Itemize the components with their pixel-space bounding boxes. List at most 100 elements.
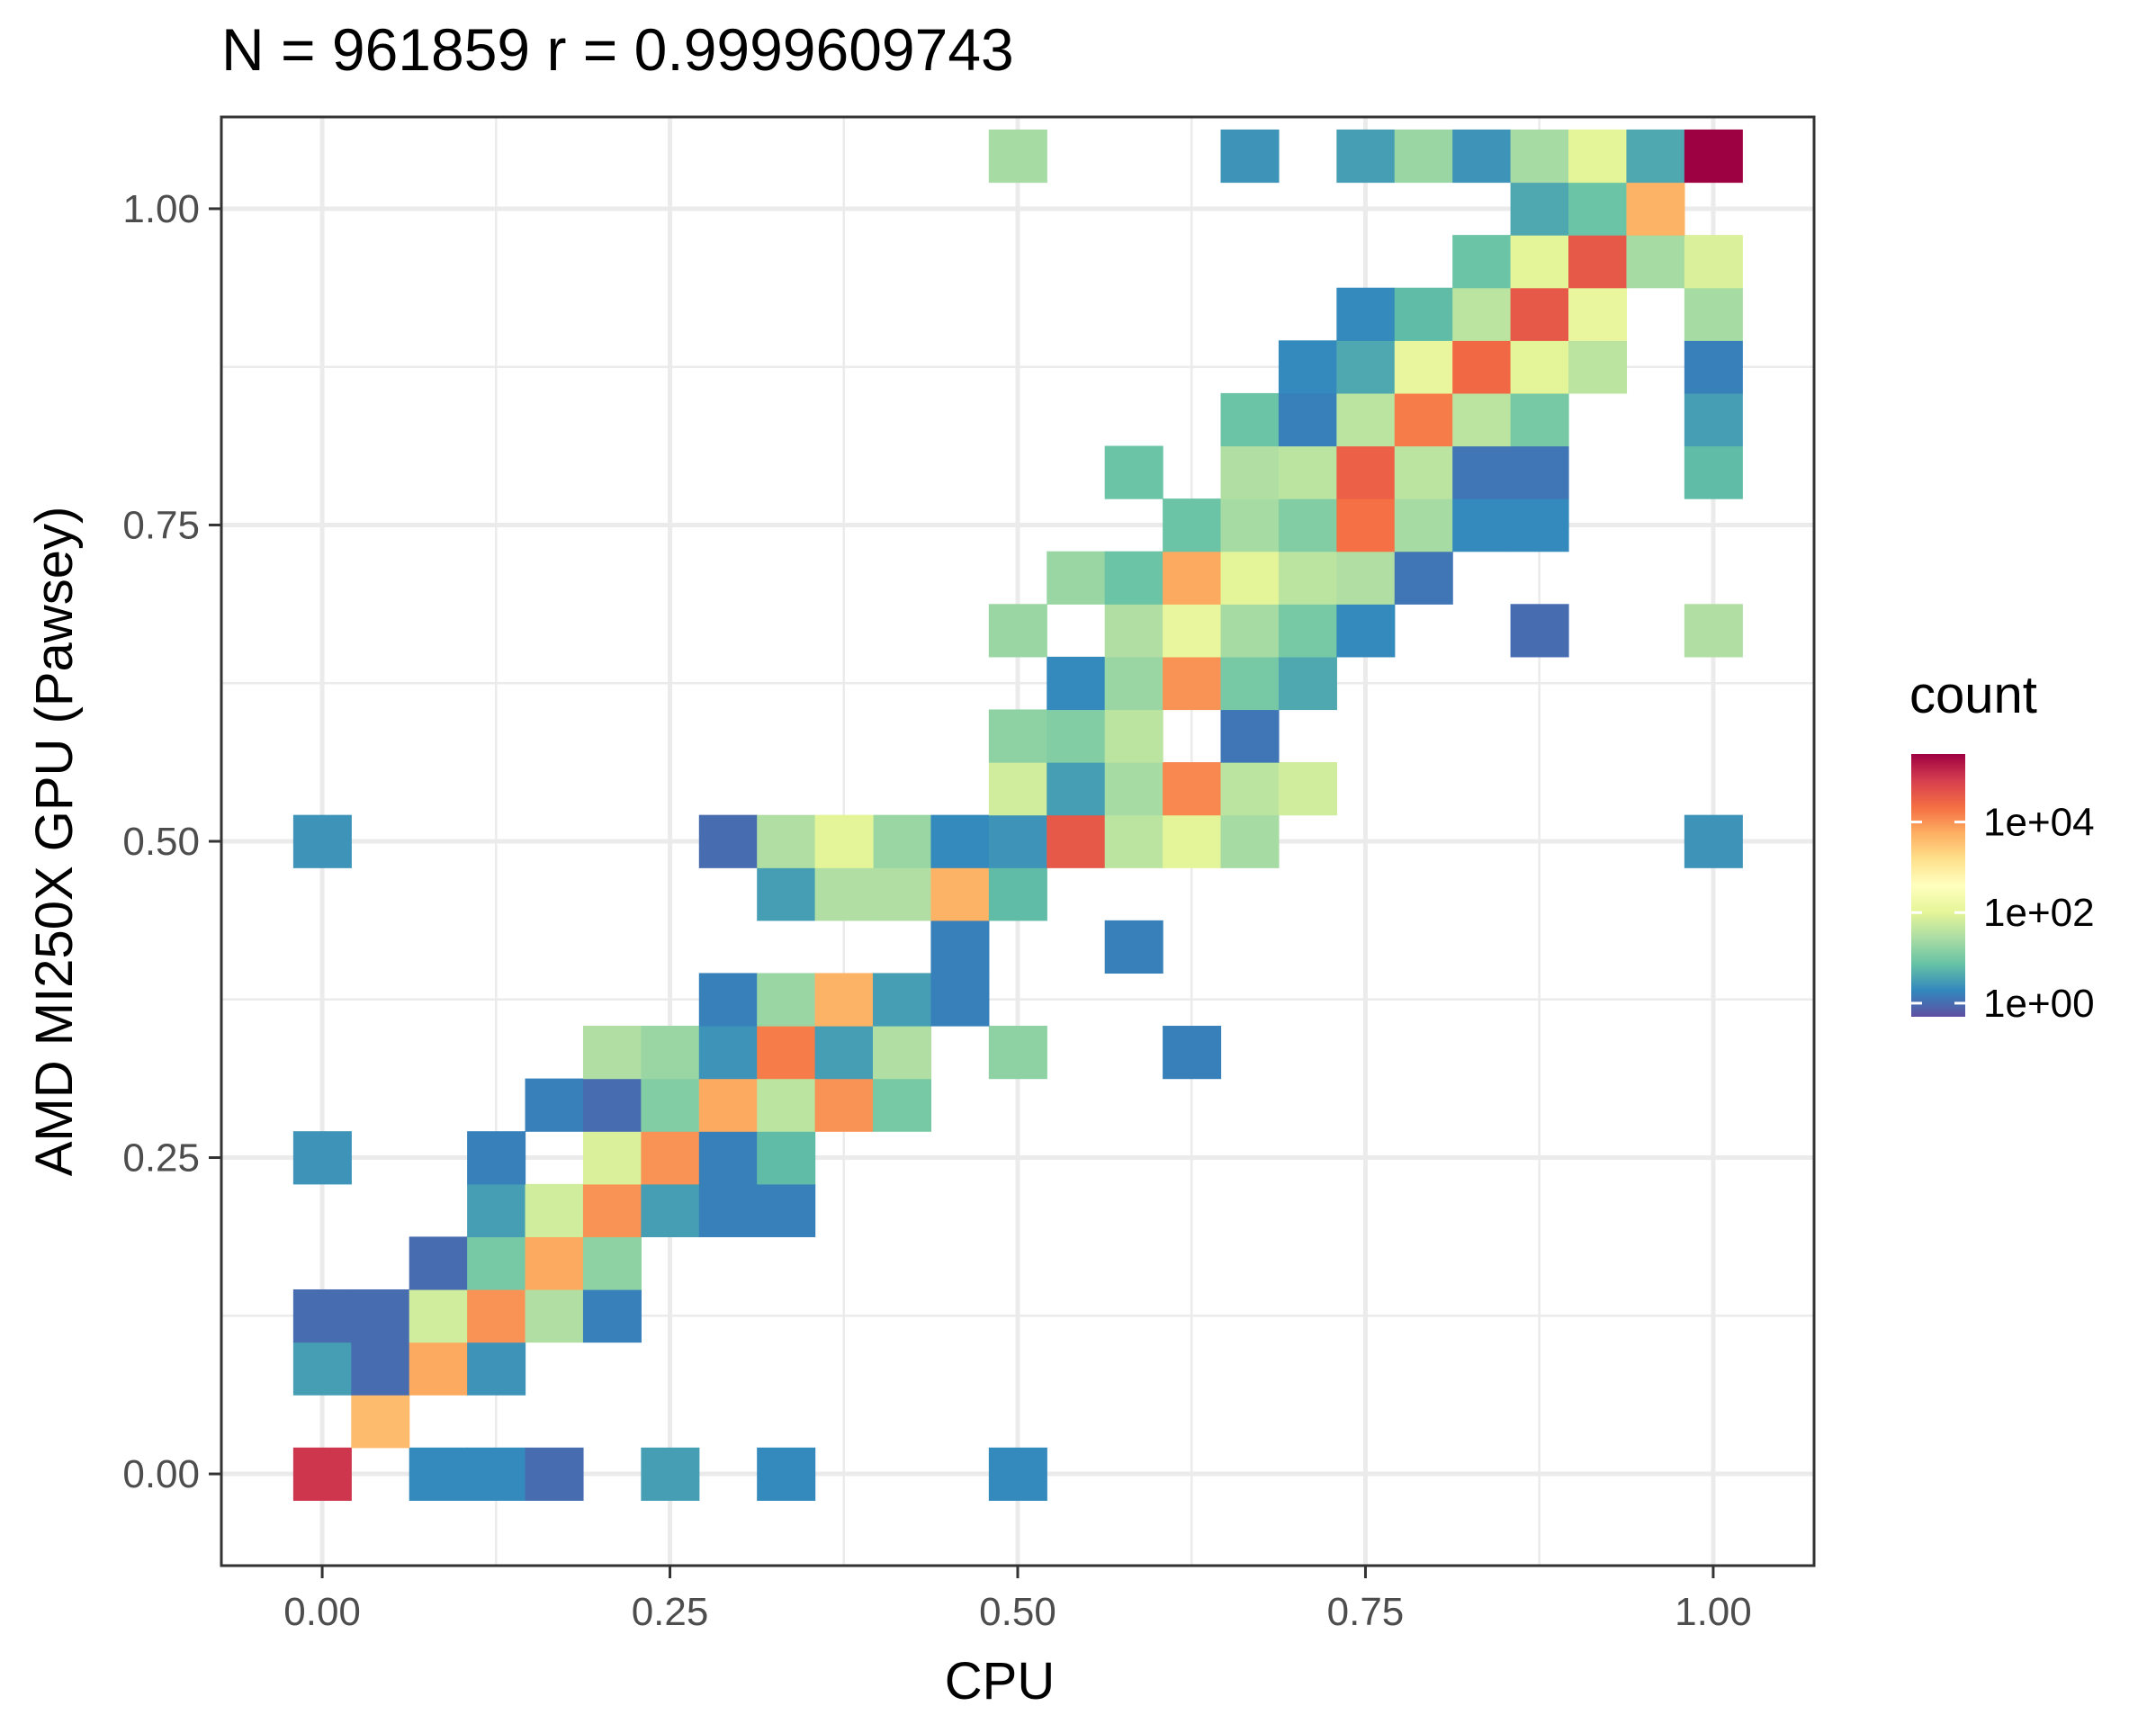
color-legend: count 1e+00 1e+02 1e+04 — [1909, 666, 2095, 1026]
heatmap-cell — [930, 867, 990, 921]
heatmap-cell — [1568, 287, 1628, 341]
heatmap-cell — [1336, 340, 1396, 394]
heatmap-cell — [1452, 129, 1512, 184]
x-tick-label: 0.75 — [1327, 1590, 1405, 1634]
heatmap-cell — [582, 1131, 642, 1185]
heatmap-cell — [351, 1395, 410, 1449]
heatmap-cell — [1336, 551, 1396, 605]
heatmap-cell — [1163, 814, 1222, 868]
heatmap-cell — [814, 814, 874, 868]
heatmap-cell — [757, 1078, 816, 1132]
heatmap-cell — [757, 973, 816, 1027]
heatmap-cell — [1104, 604, 1163, 658]
heatmap-cell — [757, 1447, 816, 1501]
heatmap-cell — [467, 1183, 526, 1237]
heatmap-cell — [1510, 340, 1569, 394]
heatmap-cell — [409, 1447, 468, 1501]
heatmap-cell — [1394, 498, 1453, 552]
heatmap-cell — [1220, 445, 1280, 499]
heatmap-cell — [988, 1026, 1047, 1080]
heatmap-cell — [1510, 498, 1569, 552]
heatmap-cell — [988, 604, 1047, 658]
heatmap-cell — [1336, 604, 1396, 658]
heatmap-cell — [1510, 235, 1569, 289]
heatmap-cell — [641, 1131, 700, 1185]
heatmap-cell — [1104, 445, 1163, 499]
heatmap-cell — [1104, 656, 1163, 711]
heatmap-cell — [409, 1342, 468, 1396]
heatmap-cell — [351, 1288, 410, 1343]
y-tick-label: 0.25 — [122, 1136, 200, 1181]
heatmap-cell — [1047, 656, 1106, 711]
heatmap-cell — [1510, 287, 1569, 341]
heatmap-cell — [1394, 287, 1453, 341]
heatmap-cell — [467, 1447, 526, 1501]
heatmap-cell — [582, 1078, 642, 1132]
heatmap-cell — [1163, 498, 1222, 552]
heatmap-cell — [1047, 709, 1106, 763]
heatmap-cell — [1684, 340, 1743, 394]
x-tick-label: 0.25 — [632, 1590, 709, 1634]
heatmap-cell — [1104, 709, 1163, 763]
y-tick-label: 0.50 — [122, 820, 200, 864]
heatmap-cell — [1163, 1026, 1222, 1080]
x-axis-title: CPU — [945, 1652, 1055, 1711]
heatmap-cell — [1626, 235, 1685, 289]
heatmap-cell — [1278, 392, 1337, 447]
heatmap-cell — [1336, 287, 1396, 341]
heatmap-cell — [641, 1078, 700, 1132]
heatmap-cell — [1104, 551, 1163, 605]
y-tick-label: 0.75 — [122, 503, 200, 547]
heatmap-cell — [698, 1131, 758, 1185]
chart-title: N = 961859 r = 0.9999609743 — [221, 16, 1014, 83]
heatmap-cell — [525, 1183, 584, 1237]
heatmap-cell — [1510, 392, 1569, 447]
x-axis: 0.00 0.25 0.50 0.75 1.00 — [283, 1566, 1752, 1634]
heatmap-cell — [873, 867, 932, 921]
y-axis: 0.00 0.25 0.50 0.75 1.00 — [122, 187, 221, 1496]
legend-tick-label: 1e+02 — [1983, 891, 2095, 935]
heatmap-cell — [1684, 235, 1743, 289]
heatmap-cell — [1220, 129, 1280, 184]
heatmap-cell — [873, 1026, 932, 1080]
heatmap-cell — [1684, 129, 1743, 184]
legend-tick-label: 1e+00 — [1983, 982, 2095, 1026]
heatmap-cell — [1163, 656, 1222, 711]
heatmap-cell — [1568, 340, 1628, 394]
heatmap-cell — [1104, 762, 1163, 816]
heatmap-cell — [1278, 551, 1337, 605]
heatmap-cell — [698, 1026, 758, 1080]
x-tick-label: 0.50 — [979, 1590, 1056, 1634]
heatmap-cell — [1278, 498, 1337, 552]
heatmap-cell — [698, 1078, 758, 1132]
heatmap-cell — [1452, 392, 1512, 447]
heatmap-cell — [1278, 762, 1337, 816]
heatmap-cell — [1104, 814, 1163, 868]
heatmap-cell — [757, 1183, 816, 1237]
heatmap-cell — [641, 1447, 700, 1501]
heatmap-cell — [698, 1183, 758, 1237]
heatmap-cell — [582, 1026, 642, 1080]
heatmap-cell — [292, 1288, 352, 1343]
heatmap-cell — [1336, 129, 1396, 184]
heatmap-cell — [1684, 814, 1743, 868]
heatmap-cell — [1220, 814, 1280, 868]
heatmap-cell — [409, 1288, 468, 1343]
heatmap-cell — [988, 814, 1047, 868]
heatmap-cell — [467, 1342, 526, 1396]
heatmap-cell — [1568, 129, 1628, 184]
heatmap-cell — [1510, 129, 1569, 184]
heatmap-cell — [757, 1131, 816, 1185]
heatmap-cell — [292, 814, 352, 868]
heatmap-cell — [525, 1078, 584, 1132]
heatmap-cells — [292, 129, 1743, 1501]
heatmap-cell — [1163, 604, 1222, 658]
heatmap-cell — [409, 1236, 468, 1290]
heatmap-cell — [467, 1236, 526, 1290]
heatmap-cell — [1220, 709, 1280, 763]
heatmap-cell — [1452, 287, 1512, 341]
heatmap-cell — [1220, 498, 1280, 552]
legend-title: count — [1909, 666, 2037, 724]
x-tick-label: 0.00 — [283, 1590, 361, 1634]
